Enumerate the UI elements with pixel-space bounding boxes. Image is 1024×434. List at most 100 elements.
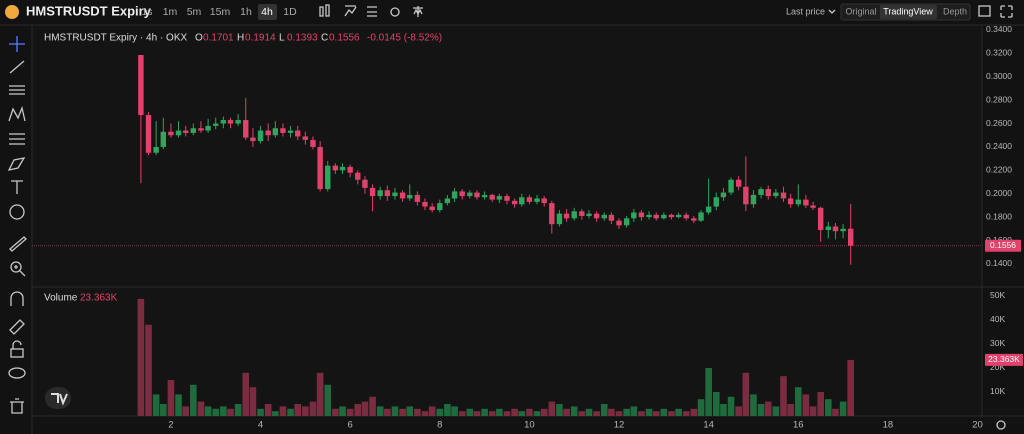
- interval[interactable]: 5m: [187, 6, 202, 18]
- view-option[interactable]: Depth: [943, 6, 967, 16]
- candle-body: [541, 198, 547, 204]
- ohlc-label: C: [321, 33, 328, 44]
- tool-zoom[interactable]: [10, 261, 22, 273]
- candle-body: [377, 190, 383, 197]
- icon-layout[interactable]: [367, 6, 377, 17]
- icon-candles[interactable]: [319, 6, 324, 17]
- tool-trendline[interactable]: [9, 60, 25, 74]
- symbol[interactable]: HMSTRUSDT Expiry: [26, 3, 152, 18]
- volume-bar: [302, 406, 309, 416]
- candle-body: [347, 166, 353, 173]
- tool-text[interactable]: [11, 180, 23, 194]
- volume-bar: [705, 367, 712, 416]
- volume-bar: [466, 408, 474, 416]
- ohlc-label: H: [237, 33, 244, 44]
- view-option[interactable]: Original: [845, 6, 876, 16]
- tool-delete[interactable]: [10, 398, 24, 414]
- ohlc-value: 0.1701: [203, 33, 234, 44]
- candle-body: [608, 214, 615, 221]
- candle-body: [332, 165, 339, 171]
- volume-tick-label: 30K: [990, 338, 1005, 348]
- tool-brush[interactable]: [7, 157, 26, 171]
- candle-body: [265, 130, 271, 136]
- interval[interactable]: 15m: [210, 6, 231, 18]
- interval[interactable]: 1D: [283, 6, 297, 18]
- volume-bar: [488, 411, 496, 416]
- tool-fib[interactable]: [9, 133, 25, 145]
- volume-bar: [660, 408, 668, 416]
- view-option[interactable]: TradingView: [883, 6, 933, 16]
- candle-body: [302, 136, 309, 140]
- candle-body: [362, 179, 368, 188]
- candle-body: [250, 137, 256, 142]
- volume-legend: Volume: [44, 293, 78, 304]
- interval[interactable]: 1h: [240, 6, 252, 18]
- tool-lines[interactable]: [9, 85, 25, 95]
- ohlc-label: O: [195, 33, 203, 44]
- volume-bar: [593, 411, 600, 416]
- candle-body: [579, 211, 585, 216]
- icon-fullscreen[interactable]: [1000, 5, 1013, 18]
- tool-lock[interactable]: [10, 348, 24, 358]
- candle-body: [205, 125, 211, 131]
- tool-ruler[interactable]: [9, 236, 27, 252]
- candle-body: [369, 187, 376, 197]
- price-source[interactable]: Last price: [786, 6, 825, 16]
- icon-window[interactable]: [978, 5, 991, 17]
- left-toolbar: [7, 36, 27, 414]
- volume-bar: [399, 408, 406, 416]
- volume-bar: [406, 406, 414, 416]
- icon-settings[interactable]: [390, 7, 400, 17]
- dropdown-caret[interactable]: [828, 9, 836, 14]
- candle-body: [675, 214, 682, 218]
- tool-crosshair[interactable]: [9, 36, 25, 52]
- volume-bar: [608, 408, 615, 416]
- volume-bar: [167, 379, 175, 416]
- volume-bar: [354, 403, 362, 416]
- candle-body: [758, 189, 764, 195]
- tool-magnet[interactable]: [10, 291, 24, 306]
- volume-bar: [757, 403, 765, 416]
- tool-zoom-plus[interactable]: [14, 265, 26, 277]
- volume-bar: [384, 408, 391, 416]
- volume-bar: [212, 408, 220, 416]
- interval[interactable]: 4h: [261, 6, 273, 18]
- candle-body: [653, 214, 659, 219]
- interval[interactable]: 1m: [163, 6, 178, 18]
- candle-body: [339, 166, 346, 171]
- tool-emoji[interactable]: [9, 204, 25, 220]
- volume-bar: [720, 403, 727, 416]
- icon-indicators[interactable]: [344, 5, 357, 17]
- volume-bar: [287, 408, 294, 416]
- legend-title: HMSTRUSDT Expiry · 4h · OKX: [44, 33, 187, 44]
- y-tick-label: 0.1400: [986, 258, 1012, 268]
- icon-candles-2[interactable]: [325, 4, 330, 17]
- candle-body: [437, 203, 443, 211]
- candle-body: [563, 213, 570, 219]
- coin-logo[interactable]: [5, 5, 19, 19]
- candle-body: [198, 128, 204, 131]
- interval[interactable]: 1s: [141, 6, 152, 18]
- chart-panel: [32, 25, 982, 416]
- candle-body: [817, 207, 824, 231]
- tool-pattern[interactable]: [8, 105, 26, 122]
- volume-bar: [839, 401, 847, 416]
- tool-visibility[interactable]: [8, 367, 26, 379]
- candle-body: [773, 192, 779, 197]
- ohlc-value: 0.1556: [329, 33, 360, 44]
- y-tick-label: 0.2000: [986, 188, 1012, 198]
- candle-body: [556, 213, 563, 225]
- icon-compare[interactable]: [413, 6, 423, 17]
- x-tick-label: 14: [703, 420, 714, 431]
- candle-body: [526, 197, 533, 202]
- volume-bar: [481, 408, 488, 416]
- candle-body: [474, 192, 480, 198]
- volume-bar: [780, 376, 787, 416]
- settings-icon[interactable]: [996, 420, 1006, 430]
- x-tick-label: 20: [972, 420, 983, 431]
- x-tick-label: 2: [168, 420, 173, 431]
- tool-lock-draw[interactable]: [9, 319, 25, 335]
- candle-body: [496, 196, 503, 200]
- tool-lock-shackle[interactable]: [12, 340, 22, 349]
- candle-body: [586, 213, 592, 216]
